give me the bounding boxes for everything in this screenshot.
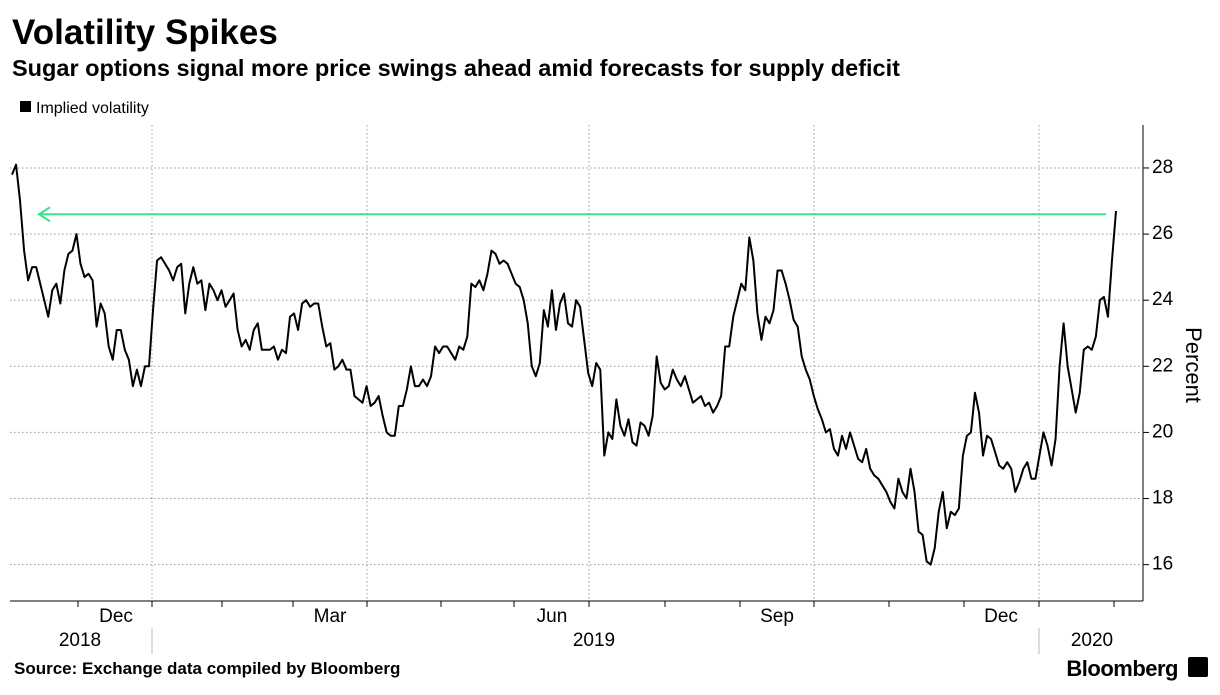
y-tick-label: 16 bbox=[1152, 554, 1173, 575]
chart-title: Volatility Spikes bbox=[12, 13, 278, 52]
brand: Bloomberg bbox=[1066, 656, 1178, 681]
brand-icon bbox=[1188, 657, 1208, 677]
y-tick-label: 28 bbox=[1152, 157, 1173, 178]
y-tick-label: 26 bbox=[1152, 223, 1173, 244]
year-label: 2020 bbox=[1071, 630, 1113, 651]
legend-swatch bbox=[20, 101, 31, 112]
x-tick-label: Sep bbox=[760, 606, 794, 627]
data-line bbox=[11, 163, 1117, 566]
legend-label: Implied volatility bbox=[36, 100, 149, 117]
y-tick-label: 24 bbox=[1152, 289, 1174, 310]
chart-subtitle: Sugar options signal more price swings a… bbox=[12, 55, 900, 81]
source: Source: Exchange data compiled by Bloomb… bbox=[14, 659, 400, 678]
year-label: 2018 bbox=[59, 630, 101, 651]
y-axis-label: Percent bbox=[1181, 327, 1206, 403]
year-label: 2019 bbox=[573, 630, 615, 651]
y-tick-label: 22 bbox=[1152, 355, 1173, 376]
reference-arrowhead bbox=[37, 206, 51, 223]
x-tick-label: Mar bbox=[314, 606, 347, 627]
y-tick-label: 20 bbox=[1152, 421, 1173, 442]
x-tick-label: Dec bbox=[99, 606, 133, 627]
y-tick-label: 18 bbox=[1152, 488, 1173, 509]
x-tick-label: Jun bbox=[537, 606, 568, 627]
x-tick-label: Dec bbox=[984, 606, 1018, 627]
